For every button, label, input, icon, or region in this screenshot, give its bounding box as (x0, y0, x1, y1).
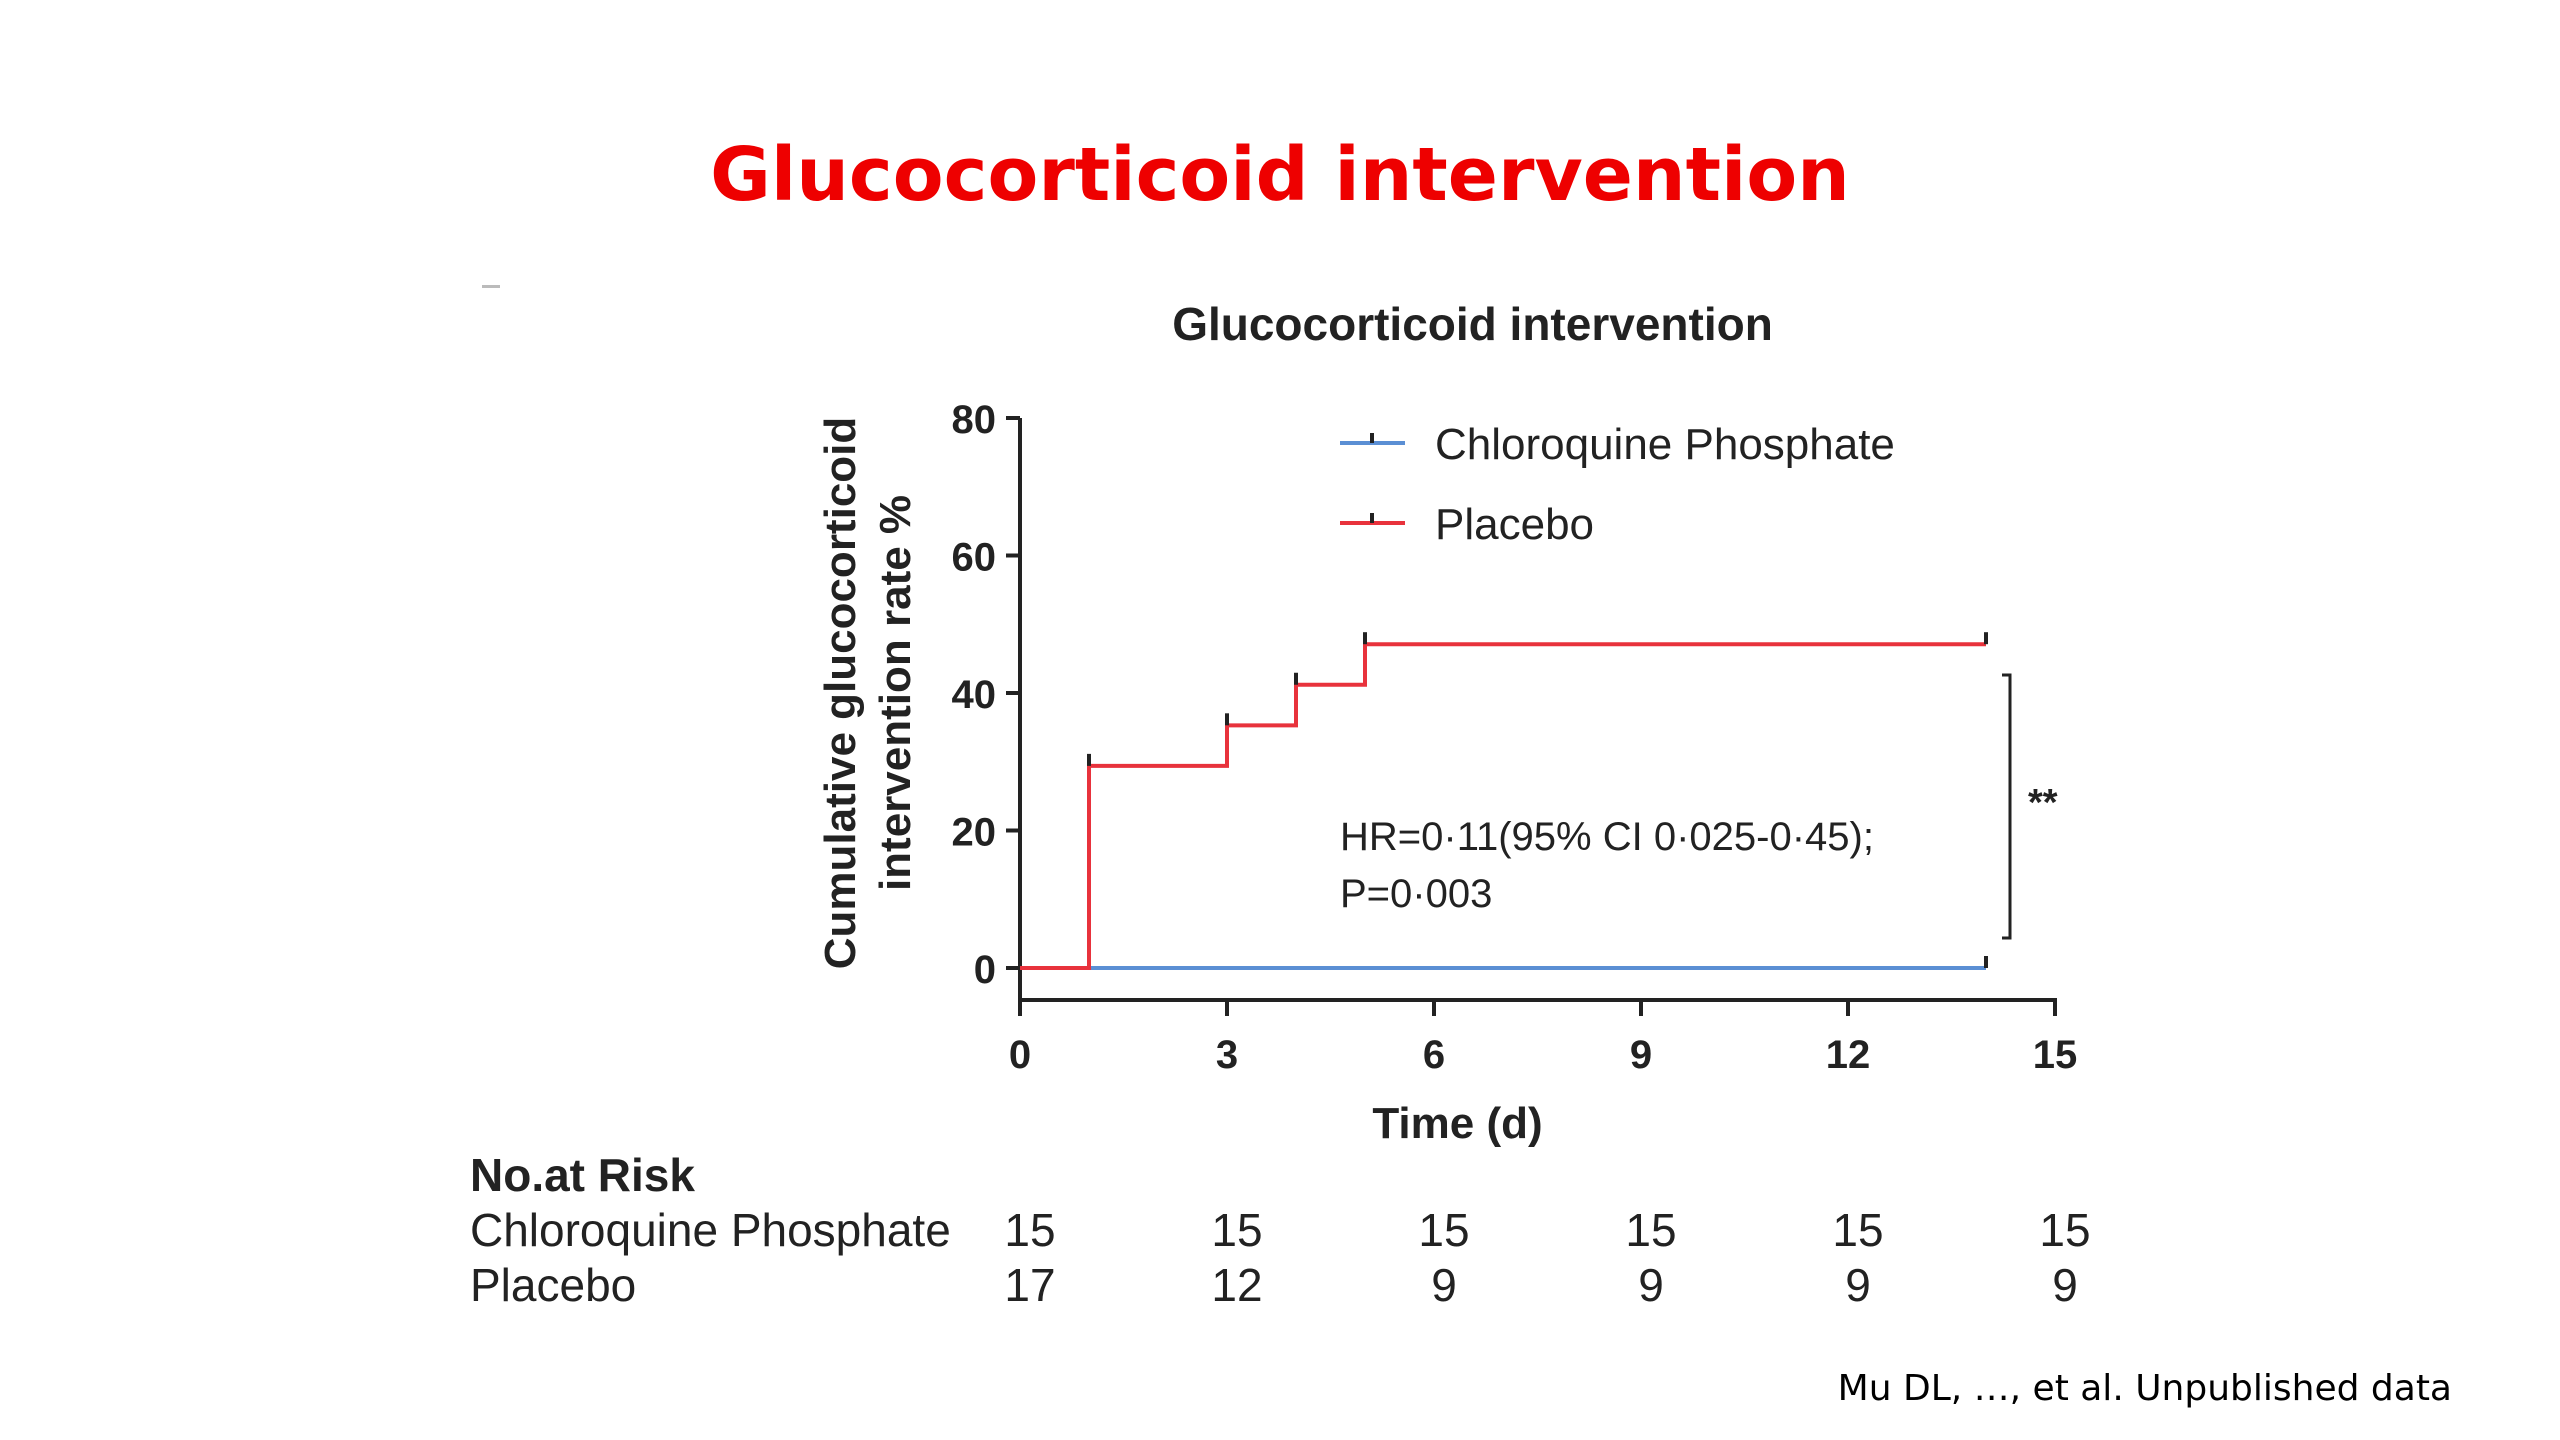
y-tick-label: 20 (952, 811, 997, 855)
risk-cell: 15 (2039, 1204, 2091, 1256)
risk-cell: 12 (1211, 1259, 1263, 1311)
risk-row-label-chloroquine: Chloroquine Phosphate (470, 1204, 951, 1256)
risk-cell: 15 (1004, 1204, 1056, 1256)
risk-table-title: No.at Risk (470, 1149, 695, 1201)
risk-cell: 15 (1625, 1204, 1677, 1256)
slide-title: Glucocorticoid intervention (710, 132, 1850, 218)
risk-cell: 15 (1211, 1204, 1263, 1256)
x-tick-label: 15 (2033, 1033, 2078, 1077)
risk-cell: 9 (2052, 1259, 2078, 1311)
risk-cell: 9 (1638, 1259, 1664, 1311)
x-tick-label: 0 (1009, 1033, 1031, 1077)
legend-label-0: Chloroquine Phosphate (1435, 420, 1895, 469)
y-tick-label: 0 (974, 948, 996, 992)
significance-stars: ** (2028, 782, 2058, 824)
stray-dash (482, 285, 500, 288)
risk-cell: 9 (1431, 1259, 1457, 1311)
legend-label-1: Placebo (1435, 500, 1594, 549)
significance-bracket (2002, 673, 2012, 940)
y-axis-label-line2: intervention rate % (871, 495, 920, 891)
y-tick-label: 80 (952, 398, 997, 442)
x-tick-label: 6 (1423, 1033, 1445, 1077)
chart-title: Glucocorticoid intervention (1172, 298, 1773, 350)
risk-cell: 9 (1845, 1259, 1871, 1311)
risk-cell: 15 (1418, 1204, 1470, 1256)
x-axis-label: Time (d) (1372, 1099, 1542, 1148)
hr-annotation-line1: HR=0·11(95% CI 0·025-0·45); (1340, 815, 1874, 859)
y-tick-label: 60 (952, 536, 997, 580)
citation: Mu DL, …, et al. Unpublished data (1837, 1368, 2452, 1409)
y-axis-label-line1: Cumulative glucocorticoid (816, 417, 865, 970)
risk-cell: 15 (1832, 1204, 1884, 1256)
hr-annotation-line2: P=0·003 (1340, 872, 1492, 916)
series-line-1 (1020, 642, 1986, 970)
risk-cell: 17 (1004, 1259, 1056, 1311)
y-tick-label: 40 (952, 673, 997, 717)
x-tick-label: 12 (1826, 1033, 1871, 1077)
risk-row-label-placebo: Placebo (470, 1259, 637, 1311)
x-tick-label: 9 (1630, 1033, 1652, 1077)
x-tick-label: 3 (1216, 1033, 1238, 1077)
